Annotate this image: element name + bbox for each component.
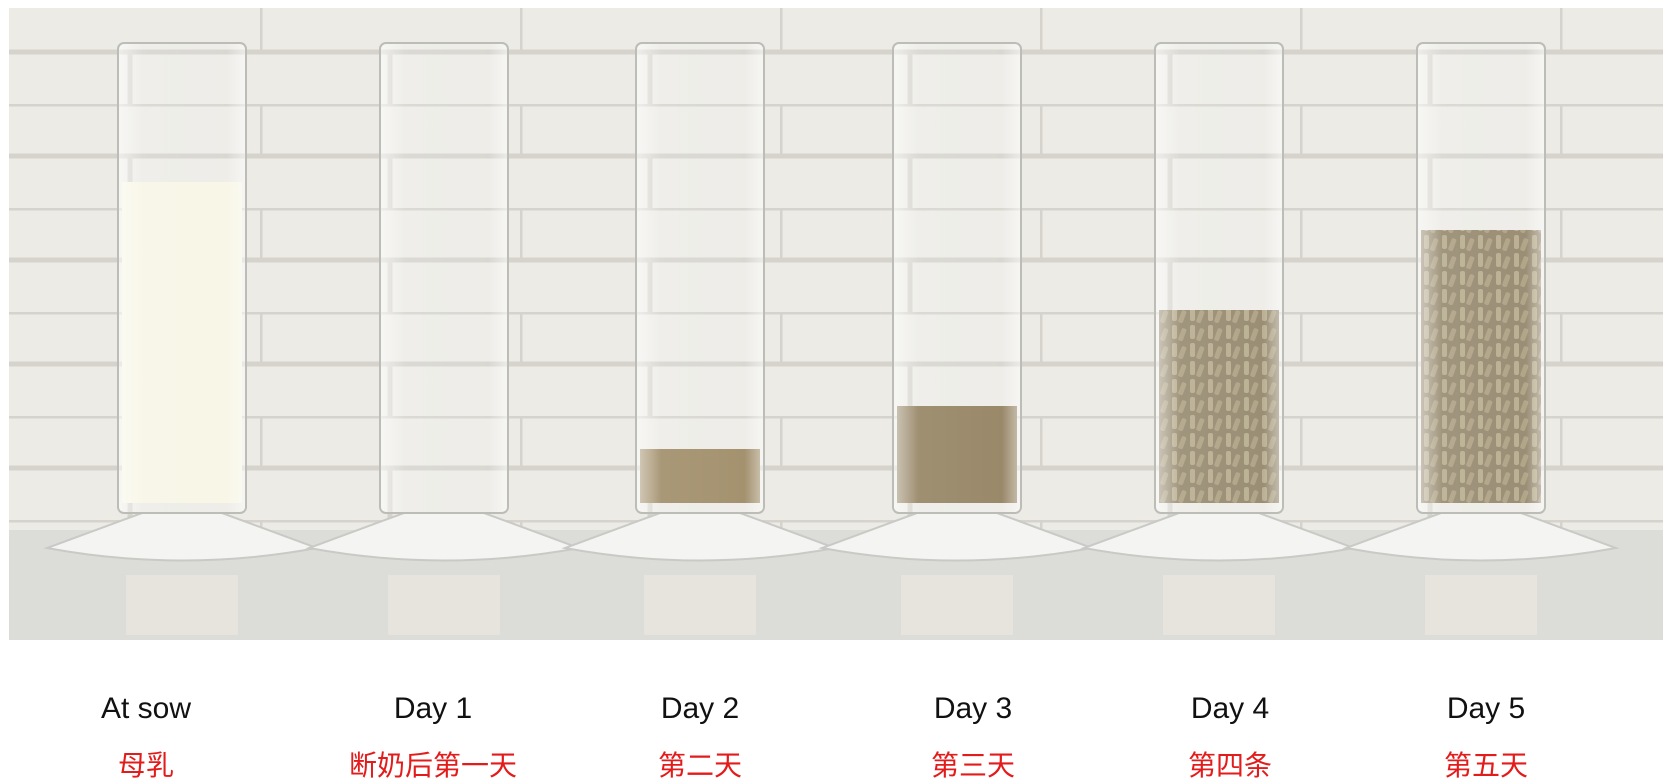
chinese-label: 断奶后第一天 (349, 749, 517, 781)
chinese-label: 第四条 (1188, 749, 1272, 781)
chinese-label: 母乳 (118, 749, 174, 781)
cylinder-base (1080, 512, 1358, 562)
cylinder-glass (635, 42, 765, 514)
chinese-label: 第三天 (931, 749, 1015, 781)
chinese-label: 第五天 (1444, 749, 1528, 781)
cylinder-base (561, 512, 839, 562)
english-label: Day 5 (1447, 692, 1525, 725)
reflection (644, 575, 756, 635)
reflection (1425, 575, 1537, 635)
labels: At sow 母乳 Day 1 断奶后第一天 Day 2 第二天 Day 3 第三天 Day 4… (101, 692, 1528, 781)
reflection (901, 575, 1013, 635)
english-label: Day 3 (934, 692, 1012, 725)
cylinder-base (43, 512, 321, 562)
cylinder-glass (892, 42, 1022, 514)
cylinder-glass (117, 42, 247, 514)
english-label: At sow (101, 692, 191, 725)
photo (9, 8, 1663, 640)
english-label: Day 4 (1191, 692, 1269, 725)
english-label: Day 2 (661, 692, 739, 725)
cylinder-glass (1416, 42, 1546, 514)
cylinders (43, 42, 1620, 635)
brick-wall (9, 8, 1663, 538)
cylinder-glass (379, 42, 509, 514)
reflection (1163, 575, 1275, 635)
reflection (388, 575, 500, 635)
reflection (126, 575, 238, 635)
chinese-label: 第二天 (658, 749, 742, 781)
cylinder-glass (1154, 42, 1284, 514)
english-label: Day 1 (394, 692, 472, 725)
cylinder-base (818, 512, 1096, 562)
cylinder-base (305, 512, 583, 562)
cylinder-base (1342, 512, 1620, 562)
